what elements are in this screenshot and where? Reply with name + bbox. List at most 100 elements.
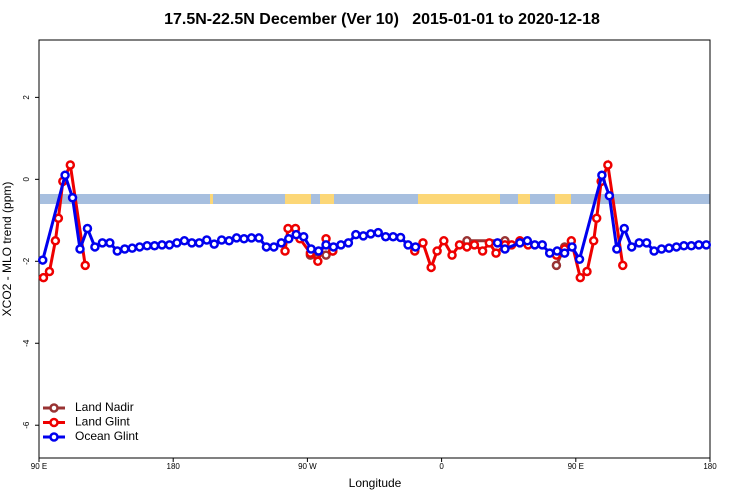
point [664,243,674,253]
chart-title: 17.5N-22.5N December (Ver 10) 2015-01-01… [164,11,600,28]
point [686,240,697,251]
x-tick-label: 90 E [31,462,47,471]
point [410,242,421,252]
y-tick-label: -2 [22,257,31,265]
point [515,238,525,248]
point [537,240,547,250]
point [462,242,472,252]
point [469,240,480,250]
point [194,238,205,248]
point [604,190,615,201]
point [388,231,398,242]
point [439,236,449,246]
x-tick-label: 90 W [298,462,317,471]
x-axis-label: Longitude [349,476,402,490]
point [626,242,637,252]
point [619,223,630,234]
y-axis-label: XCO2 - MLO trend (ppm) [0,182,14,317]
land-strip [518,194,530,204]
x-tick-label: 180 [167,462,181,471]
point [112,246,123,256]
point [224,236,234,246]
point [313,246,324,256]
point [649,246,659,256]
point [321,250,331,260]
point [82,223,93,234]
point [582,266,592,277]
point [209,239,219,249]
point [447,250,457,260]
point [366,229,376,239]
point [283,223,293,234]
point [641,238,652,248]
point [634,238,644,248]
point [254,233,264,243]
point [38,272,49,283]
point [50,236,61,246]
point [701,240,712,250]
point [491,248,501,258]
point [679,240,689,251]
point [37,255,48,265]
point [603,160,613,170]
point [269,242,279,252]
point [202,235,212,245]
legend-label: Ocean Glint [75,429,139,443]
series-line [42,159,625,281]
point [298,231,309,242]
point [612,244,622,254]
land-strip [210,194,213,204]
point [284,234,294,244]
point [530,240,540,250]
point [246,233,257,243]
point [477,246,488,256]
point [426,262,436,273]
legend-marker [49,403,59,413]
point [559,248,570,258]
point [60,170,70,180]
point [328,242,339,252]
point [403,240,413,250]
point [179,236,190,246]
point [142,240,152,251]
point [484,238,495,248]
point [306,244,316,254]
plot-frame [38,39,711,459]
point [127,243,137,253]
point [395,232,406,243]
point [373,227,383,238]
point [321,240,331,250]
point [105,238,115,248]
point [343,238,354,248]
point [656,244,667,254]
y-tick-label: 2 [22,95,31,100]
point [97,238,108,248]
point [239,234,249,244]
point [261,242,272,252]
x-tick-label: 0 [439,462,444,471]
land-mask-strip [40,194,710,204]
legend-label: Land Nadir [75,400,134,414]
point [157,240,167,250]
point [492,238,503,248]
point [552,246,562,256]
x-tick-label: 180 [703,462,717,471]
point [597,170,607,180]
land-strip [418,194,500,204]
point [90,242,100,252]
point [588,236,599,246]
point [291,229,301,240]
land-strip [555,194,571,204]
point [567,242,577,252]
point [216,235,227,245]
land-strip [320,194,334,204]
y-tick-label: -4 [22,339,31,347]
y-tick-label: -6 [22,421,31,429]
point [187,238,197,248]
point [313,256,323,267]
point [65,160,76,170]
point [164,240,175,250]
point [574,254,585,264]
